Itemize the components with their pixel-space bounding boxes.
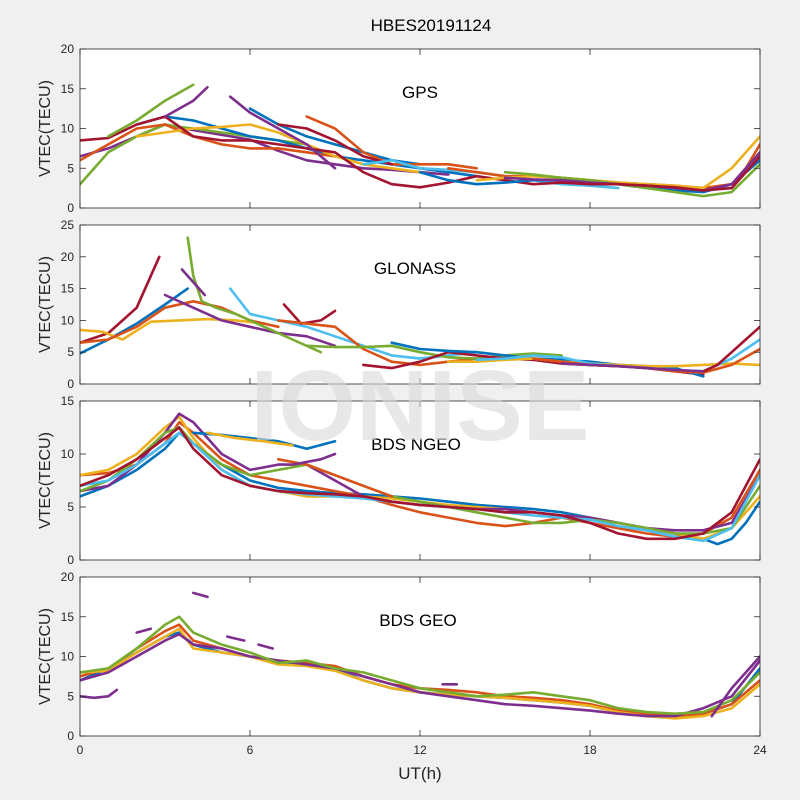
- y-axis-label: VTEC(TECU): [37, 608, 54, 705]
- series-line-7: [192, 591, 209, 599]
- series-line-3: [80, 632, 760, 718]
- series-group: [80, 83, 760, 198]
- y-tick-label: 20: [61, 250, 75, 264]
- x-axis-label: UT(h): [398, 764, 441, 783]
- x-tick-label: 18: [583, 743, 597, 757]
- y-tick-label: 15: [61, 394, 75, 408]
- series-line-1: [80, 255, 161, 344]
- y-axis-label: VTEC(TECU): [37, 256, 54, 353]
- y-tick-label: 20: [61, 42, 75, 56]
- panel-0: 0 5 10 15 20 VTEC(TECU) GPS: [37, 42, 761, 215]
- series-line-2: [80, 317, 266, 341]
- series-line-6: [107, 83, 195, 138]
- x-tick-label: 12: [413, 743, 427, 757]
- x-tick-label: 6: [247, 743, 254, 757]
- series-line-8: [282, 303, 337, 325]
- series-group: [80, 591, 760, 720]
- y-tick-label: 10: [61, 122, 75, 136]
- series-line-18: [532, 155, 760, 192]
- series-line-11: [277, 123, 393, 166]
- series-line-11: [710, 655, 760, 718]
- y-tick-label: 15: [61, 282, 75, 296]
- series-group: [80, 412, 760, 546]
- series-line-8: [228, 95, 337, 170]
- y-tick-label: 20: [61, 570, 75, 584]
- panel-title: BDS GEO: [379, 611, 456, 630]
- series-line-17: [560, 362, 705, 373]
- series-line-1: [80, 420, 760, 538]
- y-tick-label: 10: [61, 447, 75, 461]
- series-line-6: [135, 627, 153, 634]
- series-line-7: [163, 85, 209, 118]
- y-tick-label: 0: [67, 729, 74, 743]
- series-line-6: [180, 268, 206, 297]
- series-group: [80, 236, 760, 378]
- panel-title: BDS NGEO: [371, 435, 461, 454]
- y-tick-label: 5: [67, 345, 74, 359]
- series-line-10: [291, 452, 337, 466]
- series-line-1: [80, 623, 760, 718]
- series-line-9: [257, 643, 274, 650]
- y-tick-label: 25: [61, 218, 75, 232]
- series-line-10: [305, 344, 563, 360]
- y-tick-label: 0: [67, 201, 74, 215]
- y-tick-label: 15: [61, 610, 75, 624]
- panel-title: GPS: [402, 83, 438, 102]
- y-tick-label: 5: [67, 500, 74, 514]
- panel-2: 0 5 10 15 VTEC(TECU) BDS NGEO: [37, 394, 761, 567]
- y-tick-label: 10: [61, 313, 75, 327]
- panels: 0 5 10 15 20 VTEC(TECU) GPS 0 5 10 15 20 25 VTEC(TECU…: [37, 42, 767, 757]
- y-axis-label: VTEC(TECU): [37, 432, 54, 529]
- y-tick-label: 5: [67, 689, 74, 703]
- series-line-9: [277, 319, 507, 367]
- y-tick-label: 0: [67, 553, 74, 567]
- panel-1: 0 5 10 15 20 25 VTEC(TECU) GLONASS: [37, 218, 761, 391]
- series-line-16: [702, 325, 760, 373]
- series-line-4: [80, 615, 760, 715]
- series-line-3: [80, 123, 337, 162]
- series-line-6: [80, 426, 760, 541]
- series-line-4: [163, 293, 337, 348]
- y-tick-label: 15: [61, 82, 75, 96]
- y-tick-label: 10: [61, 650, 75, 664]
- panel-3: 0 5 10 15 20 0 6 12 18 24 VTEC(TECU) BDS GEO: [37, 570, 767, 757]
- series-line-8: [206, 431, 294, 447]
- y-axis-label: VTEC(TECU): [37, 80, 54, 177]
- plot-area: [80, 577, 760, 736]
- series-line-5: [186, 236, 323, 354]
- x-tick-label: 0: [77, 743, 84, 757]
- x-tick-label: 24: [753, 743, 767, 757]
- watermark: IONISE: [251, 350, 590, 462]
- series-line-15: [475, 135, 760, 190]
- figure-title: HBES20191124: [371, 16, 492, 35]
- y-tick-label: 0: [67, 377, 74, 391]
- series-line-5: [80, 688, 119, 700]
- y-tick-label: 5: [67, 161, 74, 175]
- series-line-8: [226, 635, 246, 642]
- panel-title: GLONASS: [374, 259, 456, 278]
